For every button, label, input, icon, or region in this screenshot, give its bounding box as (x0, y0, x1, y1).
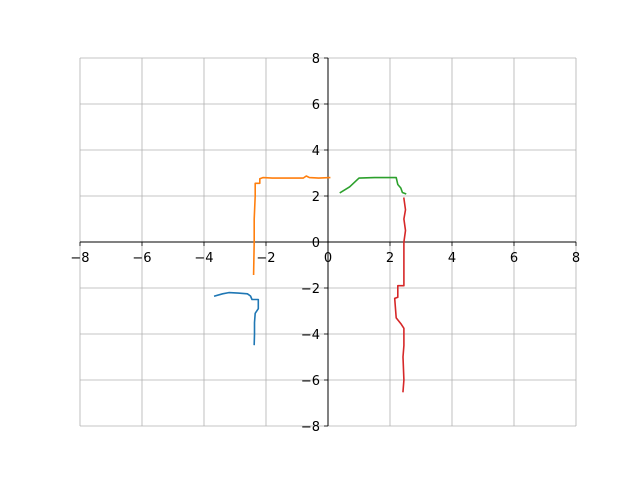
y-tick-label: −2 (301, 282, 320, 297)
y-tick-label: 8 (312, 52, 320, 67)
y-tick-label: 0 (312, 236, 320, 251)
x-tick-label: −8 (70, 251, 89, 266)
y-tick-label: 6 (312, 98, 320, 113)
y-tick-label: −4 (301, 328, 320, 343)
series-line-1 (252, 175, 331, 276)
series-line-0 (213, 291, 260, 346)
y-tick-label: 4 (312, 144, 320, 159)
tick-labels: −8 −6 −4 −2 0 2 4 6 8 −8 −6 −4 −2 0 2 4 6 8 (70, 52, 580, 435)
axes (79, 57, 577, 427)
series-line-3 (393, 197, 407, 393)
x-tick-label: 2 (386, 251, 394, 266)
series-line-2 (339, 176, 407, 195)
y-tick-label: −6 (301, 374, 320, 389)
y-tick-label: 2 (312, 190, 320, 205)
x-tick-label: 8 (572, 251, 580, 266)
y-tick-label: −8 (301, 420, 320, 435)
x-tick-label: −2 (256, 251, 275, 266)
x-tick-label: −4 (194, 251, 213, 266)
series-group (213, 175, 407, 393)
x-tick-label: 0 (324, 251, 332, 266)
x-tick-label: 4 (448, 251, 456, 266)
x-tick-label: 6 (510, 251, 518, 266)
x-tick-label: −6 (132, 251, 151, 266)
